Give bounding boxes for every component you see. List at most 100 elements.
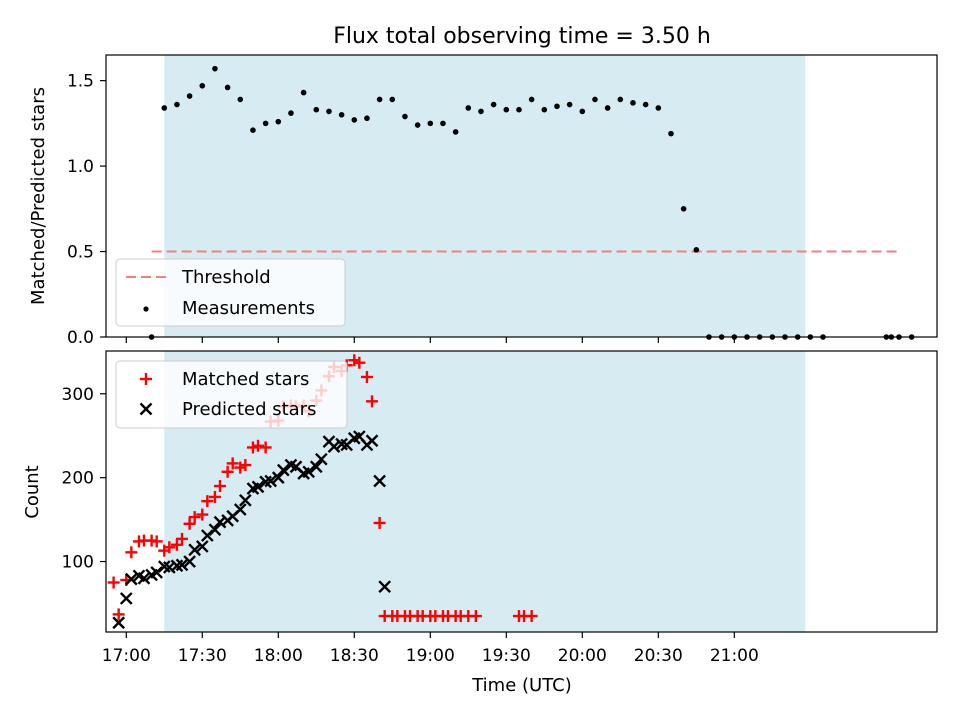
measurement-point bbox=[275, 118, 282, 125]
bottom-plot-frame bbox=[105, 350, 938, 633]
legend-predicted-swatch bbox=[139, 402, 153, 416]
bottom-xtick-label: 21:00 bbox=[710, 646, 759, 666]
top-ytick-label: 1.0 bbox=[67, 157, 94, 177]
predicted-star-point bbox=[233, 503, 247, 516]
matched-star-point bbox=[176, 532, 189, 545]
matched-star-point bbox=[188, 511, 201, 524]
bottom-xtick-label: 18:30 bbox=[330, 646, 379, 666]
measurement-point bbox=[389, 96, 396, 103]
bottom-xtick-label: 17:00 bbox=[102, 646, 151, 666]
measurement-point bbox=[161, 105, 168, 111]
top-plot-frame bbox=[105, 54, 938, 338]
predicted-star-point bbox=[124, 572, 138, 586]
legend-matched-marker bbox=[140, 373, 152, 385]
predicted-star-point bbox=[137, 571, 151, 585]
top-axis-ticks: 0.0 0.5 1.0 1.5 bbox=[67, 72, 735, 348]
measurement-point bbox=[300, 89, 307, 96]
matched-star-point bbox=[107, 576, 120, 589]
predicted-star-point bbox=[276, 463, 290, 477]
top-y-axis-label: Matched/Predicted stars bbox=[28, 87, 49, 305]
matched-star-point bbox=[353, 356, 366, 369]
measurement-point bbox=[642, 101, 649, 108]
measurement-point bbox=[414, 122, 421, 128]
predicted-star-point bbox=[188, 543, 202, 557]
legend-threshold-label: Threshold bbox=[181, 267, 271, 288]
measurement-points bbox=[148, 65, 915, 340]
matched-star-point bbox=[373, 516, 386, 529]
measurement-point bbox=[528, 96, 535, 103]
x-axis-label: Time (UTC) bbox=[471, 675, 572, 696]
predicted-star-point bbox=[373, 474, 386, 488]
bottom-ytick-label: 100 bbox=[62, 553, 94, 573]
predicted-star-point bbox=[327, 440, 341, 453]
measurement-point bbox=[566, 101, 573, 108]
matched-star-point bbox=[226, 457, 239, 470]
matched-star-point bbox=[196, 508, 209, 521]
matched-star-point bbox=[183, 517, 196, 530]
measurement-point bbox=[250, 127, 256, 133]
bottom-legend-box bbox=[115, 360, 348, 429]
bottom-xtick-label: 19:00 bbox=[406, 646, 455, 666]
predicted-star-point bbox=[315, 452, 328, 466]
measurement-point bbox=[351, 117, 358, 123]
predicted-stars-points bbox=[112, 430, 392, 630]
bottom-xtick-label: 17:30 bbox=[178, 646, 227, 666]
top-panel: 0.0 0.5 1.0 1.5 Matched/Predicted stars Thr… bbox=[28, 54, 938, 348]
measurement-point bbox=[478, 108, 484, 115]
measurement-point bbox=[693, 247, 700, 253]
measurement-point bbox=[579, 108, 586, 115]
chart-title: Flux total observing time = 3.50 h bbox=[333, 24, 711, 49]
predicted-star-point bbox=[302, 465, 316, 479]
measurement-point bbox=[440, 120, 446, 127]
predicted-star-point bbox=[175, 558, 189, 572]
predicted-star-point bbox=[309, 460, 323, 474]
bottom-xtick-label: 19:30 bbox=[482, 646, 531, 666]
predicted-star-point bbox=[112, 616, 126, 630]
measurement-point bbox=[174, 101, 180, 108]
measurement-point bbox=[452, 129, 459, 135]
predicted-star-point bbox=[150, 566, 164, 579]
measurement-point bbox=[503, 106, 510, 113]
matched-star-point bbox=[201, 495, 214, 508]
measurement-point bbox=[199, 82, 206, 89]
legend-measurements-swatch bbox=[143, 306, 149, 312]
predicted-star-point bbox=[183, 555, 196, 568]
measurement-point bbox=[224, 84, 231, 91]
measurement-point bbox=[212, 65, 218, 72]
measurement-point bbox=[490, 101, 497, 108]
matched-star-point bbox=[525, 610, 538, 623]
measurement-point bbox=[592, 96, 598, 103]
matched-star-point bbox=[259, 441, 272, 454]
top-ytick-label: 0.0 bbox=[67, 328, 94, 348]
measurement-point bbox=[680, 206, 687, 212]
predicted-star-point bbox=[200, 529, 214, 542]
legend-predicted-label: Predicted stars bbox=[182, 399, 316, 420]
measurement-point bbox=[516, 106, 522, 113]
legend-measurements-label: Measurements bbox=[182, 298, 315, 319]
predicted-star-point bbox=[271, 471, 285, 485]
measurement-point bbox=[364, 115, 370, 122]
measurement-point bbox=[630, 100, 636, 106]
bottom-axis-ticks: 100 200 300 17:00 17:30 18:00 18:30 19:00 19:30 2… bbox=[62, 385, 759, 666]
measurement-point bbox=[288, 110, 294, 116]
predicted-star-point bbox=[119, 592, 133, 605]
predicted-star-point bbox=[378, 580, 392, 594]
matched-star-point bbox=[125, 546, 138, 559]
measurement-point bbox=[655, 105, 662, 111]
measurement-point bbox=[554, 103, 560, 110]
measurement-point bbox=[427, 120, 434, 127]
predicted-star-point bbox=[208, 523, 222, 537]
matched-star-point bbox=[112, 608, 125, 621]
matched-star-point bbox=[252, 439, 265, 452]
measurement-point bbox=[326, 108, 332, 115]
measurement-point bbox=[338, 112, 345, 118]
bottom-xtick-label: 18:00 bbox=[254, 646, 303, 666]
matched-star-point bbox=[150, 535, 163, 548]
matched-star-point bbox=[221, 465, 234, 478]
predicted-star-point bbox=[365, 434, 379, 448]
measurement-point bbox=[668, 130, 674, 137]
matched-star-point bbox=[163, 541, 176, 554]
measurement-point bbox=[465, 105, 472, 111]
measurement-point bbox=[262, 120, 269, 127]
